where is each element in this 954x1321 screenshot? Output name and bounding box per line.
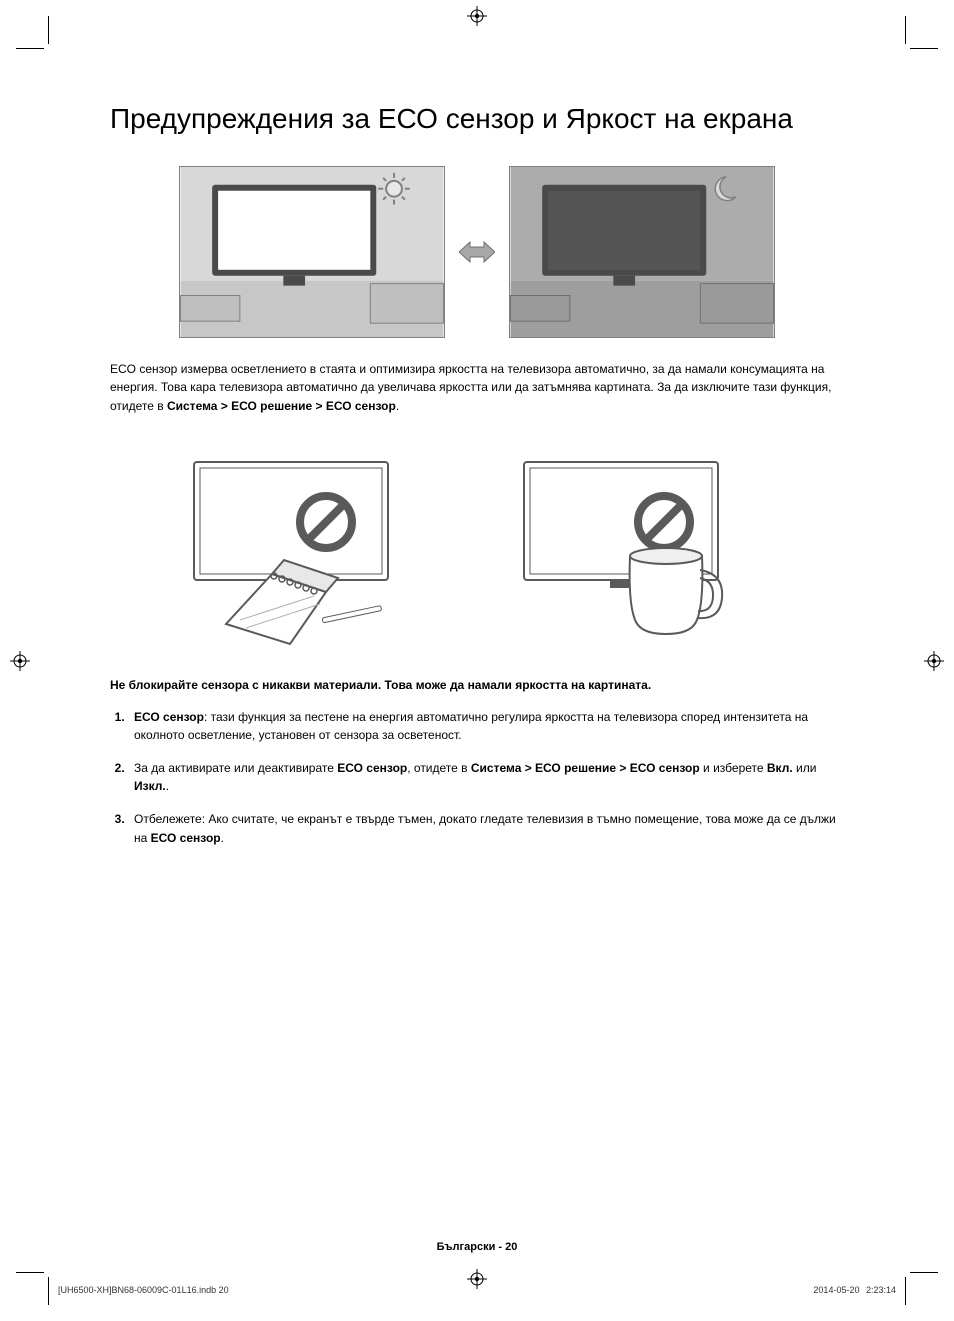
crop-mark xyxy=(16,48,44,49)
description-tail: . xyxy=(396,399,399,413)
room-illustration-row xyxy=(110,166,844,338)
room-bright-illustration xyxy=(179,166,445,338)
footer-filename: [UH6500-XH]BN68-06009C-01L16.indb 20 xyxy=(58,1285,229,1295)
registration-mark-icon xyxy=(467,6,487,26)
description-path: Система > ЕСО решение > ЕСО сензор xyxy=(167,399,396,413)
footer-meta: [UH6500-XH]BN68-06009C-01L16.indb 20 201… xyxy=(58,1285,896,1295)
double-arrow-icon xyxy=(459,241,495,263)
page-title: Предупреждения за ЕСО сензор и Яркост на… xyxy=(110,100,844,138)
notepad-blocking-illustration xyxy=(176,452,406,652)
crop-mark xyxy=(910,48,938,49)
crop-mark xyxy=(48,16,49,44)
warning-illustration-row xyxy=(110,452,844,652)
crop-mark xyxy=(910,1272,938,1273)
room-dark-illustration xyxy=(509,166,775,338)
instruction-list: ЕСО сензор: тази функция за пестене на е… xyxy=(110,708,844,848)
list-item: ЕСО сензор: тази функция за пестене на е… xyxy=(128,708,844,745)
registration-mark-icon xyxy=(924,651,944,671)
warning-bold-text: Не блокирайте сензора с никакви материал… xyxy=(110,678,844,692)
crop-mark xyxy=(16,1272,44,1273)
list-item: За да активирате или деактивирате ЕСО се… xyxy=(128,759,844,796)
registration-mark-icon xyxy=(10,651,30,671)
description-paragraph: ECO сензор измерва осветлението в стаята… xyxy=(110,360,844,416)
footer-timestamp: 2014-05-20 2:23:14 xyxy=(813,1285,896,1295)
mug-blocking-illustration xyxy=(506,452,736,652)
crop-mark xyxy=(905,16,906,44)
crop-mark xyxy=(48,1277,49,1305)
crop-mark xyxy=(905,1277,906,1305)
page-number: Български - 20 xyxy=(0,1241,954,1253)
list-item: Отбележете: Ако считате, че екранът е тв… xyxy=(128,810,844,847)
page-content: Предупреждения за ЕСО сензор и Яркост на… xyxy=(110,100,844,861)
